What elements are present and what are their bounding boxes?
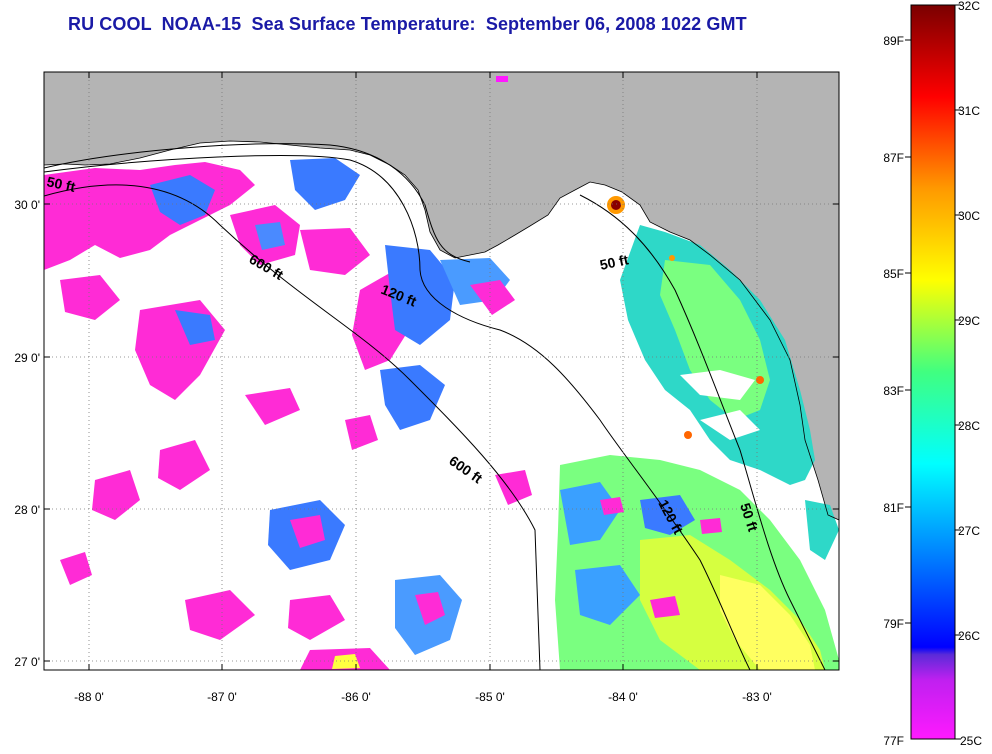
contour-label: 50 ft [45,173,77,195]
contour-50ft-east [579,194,826,670]
colorbar-fahrenheit-label: 87F [883,151,904,165]
y-tick-label: 30 0' [14,198,40,212]
colorbar [910,4,956,740]
colorbar-fahrenheit-label: 89F [883,34,904,48]
x-tick-label: -83 0' [742,690,772,704]
x-tick-label: -86 0' [341,690,371,704]
coastline [44,140,839,521]
frame-ticks [44,72,839,670]
contour-label: 50 ft [598,251,630,273]
colorbar-ticks [905,4,961,740]
depth-contours [44,143,826,670]
colorbar-celsius-label: 29C [958,314,980,328]
contour-600ft-west [44,184,541,670]
contour-120ft-mid [44,155,751,670]
y-tick-label: 27 0' [14,655,40,669]
graticule [44,72,839,670]
colorbar-fahrenheit-label: 83F [883,384,904,398]
colorbar-celsius-label: 27C [958,524,980,538]
y-tick-label: 28 0' [14,503,40,517]
colorbar-celsius-label: 25C [960,734,982,748]
sst-hotspot [756,376,764,384]
contour-50ft-west [44,143,471,263]
plot-frame [43,71,840,671]
x-tick-label: -84 0' [608,690,638,704]
colorbar-celsius-label: 31C [958,104,980,118]
colorbar-fahrenheit-label: 85F [883,267,904,281]
colorbar-fahrenheit-label: 77F [883,734,904,748]
colorbar-celsius-label: 28C [958,419,980,433]
sst-eastern-shelf-water [555,225,839,670]
colorbar-fahrenheit-label: 79F [883,617,904,631]
colorbar-celsius-label: 30C [958,209,980,223]
x-tick-label: -88 0' [74,690,104,704]
sst-hotspot [611,200,621,210]
sst-hotspot [669,255,675,261]
colorbar-celsius-label: 26C [958,629,980,643]
colorbar-fahrenheit-label: 81F [883,501,904,515]
island [496,76,508,82]
map-title: RU COOL NOAA-15 Sea Surface Temperature:… [68,14,747,34]
land-mass [44,72,839,520]
x-tick-label: -87 0' [207,690,237,704]
x-tick-label: -85 0' [475,690,505,704]
sst-western-coastal-patches [44,158,370,640]
y-tick-label: 29 0' [14,351,40,365]
sst-central-patches [268,245,532,670]
sst-hotspot [684,431,692,439]
colorbar-celsius-label: 32C [958,0,980,13]
